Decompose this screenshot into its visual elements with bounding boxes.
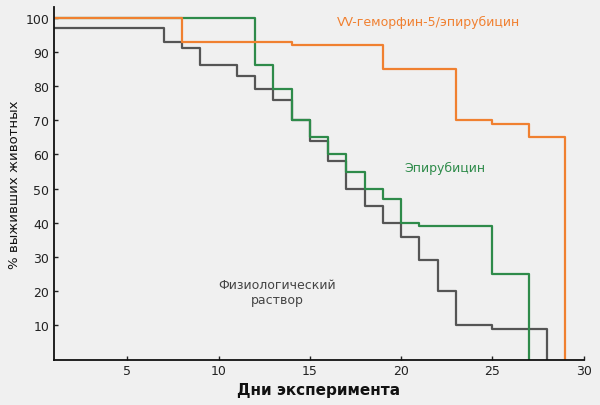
Text: Физиологический
раствор: Физиологический раствор bbox=[218, 278, 336, 306]
Text: Эпирубицин: Эпирубицин bbox=[405, 162, 486, 175]
Y-axis label: % выживших животных: % выживших животных bbox=[8, 100, 22, 268]
Text: VV-геморфин-5/эпирубицин: VV-геморфин-5/эпирубицин bbox=[337, 16, 520, 29]
X-axis label: Дни эксперимента: Дни эксперимента bbox=[238, 382, 401, 396]
